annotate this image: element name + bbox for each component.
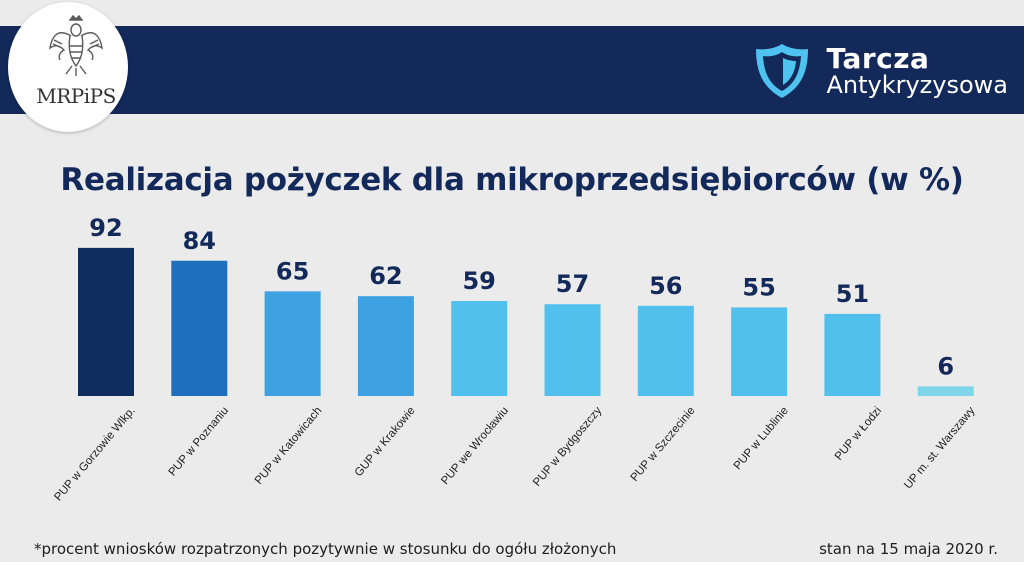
category-label-4: GUP w Krakowie — [353, 405, 418, 479]
logo-text: MRPiPS — [36, 84, 116, 108]
value-label-4: 62 — [369, 262, 402, 290]
value-label-3: 65 — [276, 257, 309, 285]
brand-logo: Tarcza Antykryzysowa — [752, 36, 1008, 106]
bar-3 — [264, 291, 321, 396]
category-label-5: PUP we Wrocławiu — [439, 405, 511, 487]
bar-10 — [917, 386, 974, 396]
value-label-8: 55 — [742, 273, 775, 301]
bar-8 — [731, 307, 788, 396]
bar-1 — [78, 247, 134, 396]
category-label-9: PUP w Łodzi — [833, 405, 884, 463]
header-banner — [0, 26, 1024, 114]
category-label-8: PUP w Lublinie — [732, 405, 791, 472]
shield-icon — [756, 44, 809, 98]
ministry-logo: MRPiPS — [8, 2, 128, 132]
category-label-1: PUP w Gorzowie Wlkp. — [52, 405, 137, 504]
category-label-2: PUP w Poznaniu — [167, 405, 232, 479]
category-label-6: PUP w Bydgoszczy — [531, 405, 604, 489]
bar-9 — [824, 313, 881, 396]
brand-title: Tarcza — [826, 42, 930, 75]
bar-7 — [637, 305, 694, 396]
bar-6 — [544, 304, 601, 396]
value-label-9: 51 — [836, 280, 869, 308]
brand-subtitle: Antykryzysowa — [826, 71, 1008, 99]
bar-2 — [171, 260, 228, 396]
bar-4 — [357, 296, 414, 396]
value-label-6: 57 — [556, 270, 589, 298]
value-label-2: 84 — [183, 227, 216, 255]
date-note: stan na 15 maja 2020 r. — [819, 540, 998, 558]
value-label-7: 56 — [649, 272, 682, 300]
value-label-1: 92 — [89, 214, 122, 242]
category-label-3: PUP w Katowicach — [253, 405, 325, 487]
category-label-7: PUP w Szczecinie — [629, 405, 698, 484]
footnote: *procent wniosków rozpatrzonych pozytywn… — [34, 540, 617, 558]
value-label-10: 6 — [937, 352, 954, 380]
bar-5 — [451, 301, 508, 396]
eagle-emblem-icon — [49, 14, 103, 76]
chart-title: Realizacja pożyczek dla mikroprzedsiębio… — [60, 162, 964, 198]
value-label-5: 59 — [462, 267, 495, 295]
category-label-10: UP m. st. Warszawy — [902, 405, 977, 492]
